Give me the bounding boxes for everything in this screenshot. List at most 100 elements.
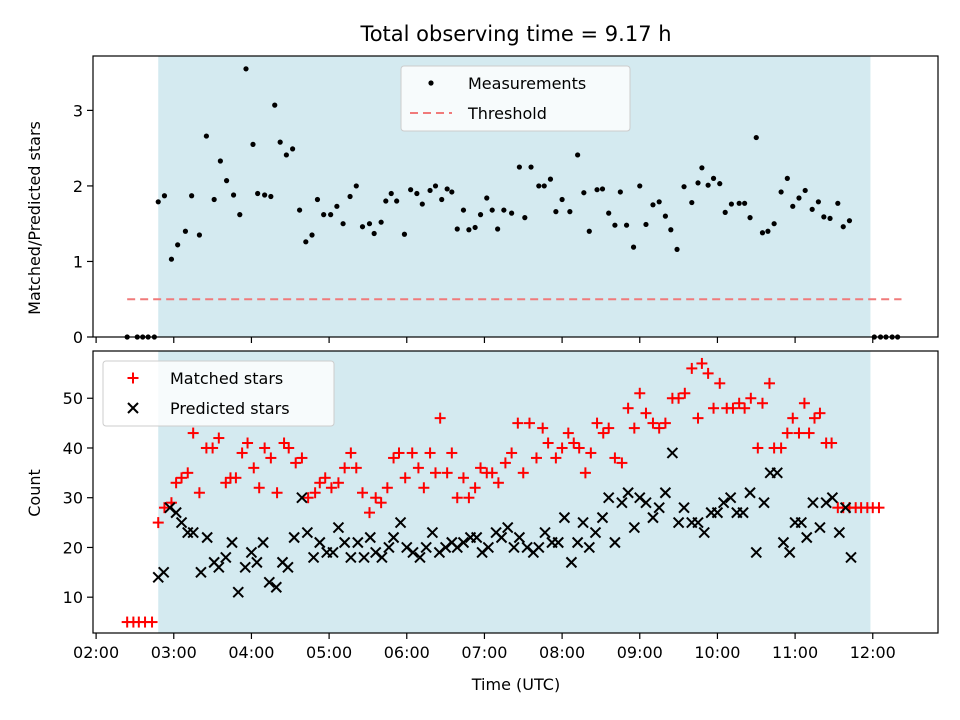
predicted-star-point [282,561,294,574]
matched-star-point [302,492,314,504]
matched-star-point [517,467,529,479]
matched-star-point [763,377,775,389]
predicted-star-point [226,536,238,549]
predicted-star-point [589,526,602,539]
measurement-point [623,222,630,228]
predicted-star-point [750,546,762,559]
matched-star-point [702,367,714,379]
matched-star-point [798,397,810,409]
predicted-star-point [387,531,400,544]
predicted-star-point [232,586,244,598]
y-tick-label: 10 [63,588,83,607]
predicted-star-point [394,516,407,529]
measurement-point [203,133,209,139]
measurement-point [553,209,559,215]
matched-star-point [739,402,751,414]
measurement-point [753,134,759,141]
measurement-point [432,183,439,189]
matched-star-point [325,482,337,494]
measurement-point [637,183,643,189]
predicted-star-point [296,492,308,504]
measurement-point [668,227,674,233]
matched-star-point [418,482,430,494]
measurement-point [262,192,268,198]
measurement-point [484,195,490,201]
x-tick-label: 05:00 [306,643,352,662]
measurement-point [449,189,455,195]
matched-star-point [745,392,757,404]
matched-star-point [579,467,591,479]
predicted-star-point [314,536,326,549]
matched-star-point [152,517,164,529]
x-tick-label: 09:00 [617,643,663,662]
measurement-point [722,209,728,215]
measurement-point [223,178,230,184]
matched-star-point [506,447,518,459]
predicted-star-point [407,546,419,559]
matched-star-point [381,482,393,494]
predicted-star-point [352,536,364,549]
matched-star-point [412,462,424,474]
matched-star-point [708,402,720,414]
measurement-point [388,190,394,197]
matched-star-point [469,482,481,494]
matched-star-point [640,407,652,419]
measurement-point [414,190,420,197]
x-tick-label: 12:00 [850,643,896,662]
y-tick-label: 30 [63,489,83,508]
predicted-star-point [833,526,846,539]
predicted-star-point [801,531,813,544]
matched-star-point [406,447,418,459]
measurement-point [802,187,808,194]
measurement-point [309,232,315,238]
predicted-star-point [539,526,551,539]
predicted-star-point [692,516,704,529]
matched-star-point [350,462,362,474]
matched-star-point [314,477,326,489]
measurement-point [567,209,573,215]
measurement-point [809,206,815,212]
predicted-star-point [327,546,339,559]
matched-star-point [647,417,659,429]
predicted-star-point [301,526,314,539]
bottom-y-axis-label: Count [25,469,44,517]
matched-star-point [573,442,585,454]
matched-star-point [530,452,542,464]
measurement-point [155,199,161,205]
matched-star-point [873,502,885,514]
measurement-point [547,176,554,182]
matched-star-point [236,447,248,459]
matched-star-point [446,447,458,459]
matched-star-point [803,427,815,439]
matched-star-point [486,467,498,479]
matched-star-point [692,412,704,424]
measurement-point [662,213,668,219]
measurement-point [439,196,445,203]
measurement-point [594,187,600,193]
measurement-point [175,242,181,248]
predicted-star-point [270,581,282,593]
y-tick-label: 0 [73,328,83,347]
measurement-point [821,214,827,220]
matched-star-point [628,422,640,434]
measurement-point [705,182,711,188]
matched-star-point [451,492,463,504]
predicted-star-point [744,487,756,499]
predicted-star-point [263,576,276,588]
predicted-star-point [426,526,439,539]
measurement-point [586,228,592,234]
x-tick-label: 07:00 [461,643,507,662]
measurement-point [612,222,618,228]
measurement-point [835,200,841,206]
y-tick-label: 1 [73,252,83,271]
predicted-star-point [795,516,808,529]
measurement-point [674,246,680,252]
predicted-star-point [602,492,615,504]
measurement-point [606,210,612,216]
measurement-point [290,146,296,152]
measurement-point [217,158,223,164]
predicted-star-point [666,447,679,459]
predicted-star-point [647,511,659,524]
y-tick-label: 20 [63,538,83,557]
